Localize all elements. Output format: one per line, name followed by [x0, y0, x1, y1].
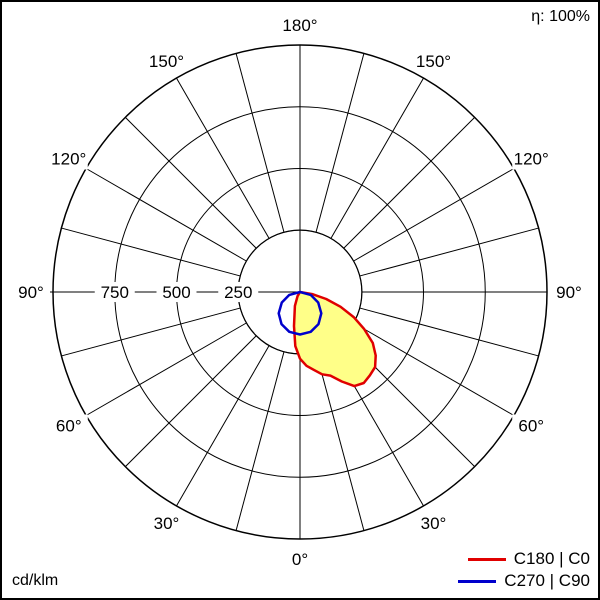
angle-label: 30°	[154, 514, 180, 533]
angle-label: 60°	[518, 417, 544, 436]
angle-label: 0°	[292, 550, 308, 569]
grid-spoke	[353, 168, 515, 262]
grid-spoke	[359, 227, 539, 277]
radial-tick-label: 250	[224, 283, 252, 302]
angle-label-bg	[49, 414, 88, 437]
angle-label: 30°	[421, 514, 447, 533]
grid-spoke	[61, 227, 241, 277]
grid-spoke	[124, 335, 257, 468]
angle-label-bg	[414, 512, 453, 535]
grid-spoke	[61, 307, 241, 357]
grid-spoke	[330, 77, 424, 239]
angle-label-bg	[414, 49, 453, 72]
grid-spoke	[85, 322, 247, 416]
angle-label: 120°	[51, 150, 86, 169]
polar-grid	[43, 44, 548, 540]
legend-line-c270-c90	[458, 579, 497, 583]
angle-label-bg	[281, 548, 319, 570]
angle-label-bg	[512, 147, 551, 170]
radial-tick-bg	[218, 282, 259, 302]
angle-label: 90°	[556, 283, 582, 302]
grid-spoke	[235, 351, 285, 531]
unit-label: cd/klm	[12, 572, 59, 589]
efficiency-label: η: 100%	[531, 8, 590, 25]
legend-line-c180-c0	[467, 557, 506, 561]
angle-label: 150°	[149, 52, 184, 71]
grid-spoke	[359, 307, 539, 357]
angle-label: 60°	[56, 417, 82, 436]
angle-label: 120°	[514, 150, 549, 169]
grid-spoke	[343, 116, 476, 249]
radial-tick-bg	[156, 282, 197, 302]
angle-label-bg	[281, 14, 319, 36]
angle-label-bg	[512, 414, 551, 437]
radial-tick-label: 500	[162, 283, 190, 302]
series-line-1	[277, 290, 323, 336]
legend: C180 | C0 C270 | C90	[458, 548, 590, 592]
legend-item: C270 | C90	[458, 570, 590, 592]
angle-label-bg	[147, 512, 186, 535]
legend-label: C180 | C0	[513, 549, 590, 568]
legend-item: C180 | C0	[458, 548, 590, 570]
angle-label-bg	[147, 49, 186, 72]
grid-spoke	[176, 77, 270, 239]
radial-tick-label: 750	[101, 283, 129, 302]
grid-spoke	[353, 322, 515, 416]
angle-label-bg	[12, 281, 50, 303]
series-line-0	[292, 290, 377, 388]
angle-label-bg	[49, 147, 88, 170]
angle-label: 150°	[416, 52, 451, 71]
radial-tick-bg	[94, 282, 135, 302]
angle-label-bg	[550, 281, 588, 303]
grid-spoke	[315, 53, 365, 233]
series-layer	[277, 290, 377, 388]
legend-label: C270 | C90	[504, 571, 590, 590]
grid-spoke	[85, 168, 247, 262]
grid-spoke	[235, 53, 285, 233]
angle-label: 180°	[282, 16, 317, 35]
label-layer: 250 500 750 180° 150° 150° 120° 120° 90° 90° 60° 60…	[12, 14, 588, 570]
series-fill-0	[294, 292, 376, 387]
angle-label: 90°	[18, 283, 44, 302]
grid-spoke	[176, 345, 270, 507]
grid-spoke	[124, 116, 257, 249]
grid-spoke	[315, 351, 365, 531]
